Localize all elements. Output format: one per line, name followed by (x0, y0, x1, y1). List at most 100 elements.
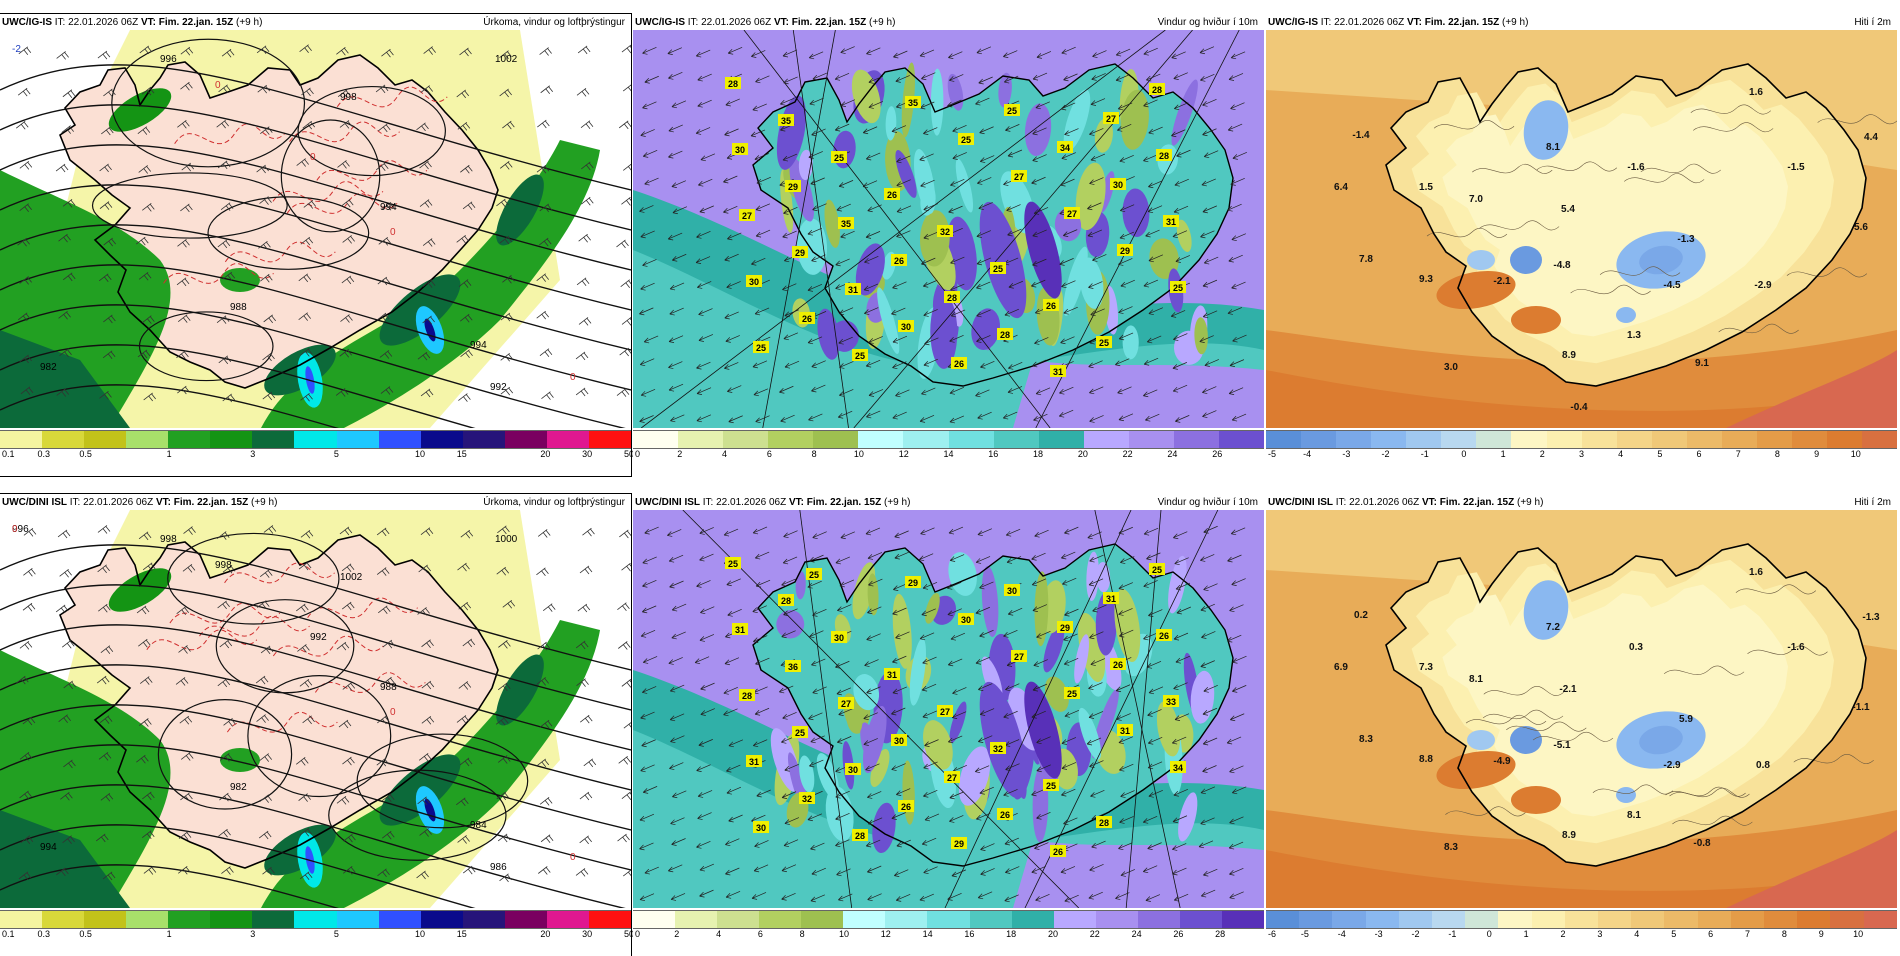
gust-label: 26 (997, 808, 1013, 820)
colorbar-segment (1862, 431, 1898, 448)
gust-label: 27 (937, 705, 953, 717)
colorbar-segment (1531, 911, 1565, 928)
colorbar-tick-label: 0.3 (37, 449, 51, 459)
colorbar-segment (717, 911, 760, 928)
issue-time: 22.01.2026 06Z (701, 17, 772, 28)
colorbar-segment (546, 911, 589, 928)
temperature-value: 1.6 (1749, 567, 1763, 578)
gust-label: 28 (1149, 83, 1165, 95)
colorbar-tick-label: 0 (1486, 929, 1492, 939)
colorbar-segment (948, 431, 994, 448)
gust-value: 26 (1046, 301, 1056, 311)
contour-label: 998 (160, 534, 177, 545)
temperature-value: 1.5 (1419, 182, 1433, 193)
gust-value: 32 (940, 227, 950, 237)
colorbar-segment (420, 911, 463, 928)
valid-time: Fim. 22.jan. 15Z (173, 497, 249, 508)
gust-value: 29 (908, 578, 918, 588)
gust-label: 25 (806, 568, 822, 580)
colorbar (0, 430, 631, 449)
colorbar-tick-label: 0.1 (2, 449, 15, 459)
issue-time: 22.01.2026 06Z (83, 497, 154, 508)
temperature-value: 7.0 (1469, 194, 1483, 205)
temperature-value: -4.8 (1553, 260, 1571, 271)
colorbar-tick-label: 5 (333, 449, 339, 459)
colorbar-segment (378, 911, 421, 928)
lead-time: (+9 h) (1502, 17, 1529, 28)
colorbar-tick-label: -3 (1374, 929, 1383, 939)
temperature-value: 4.4 (1864, 132, 1878, 143)
colorbar-tick-label: 50 (623, 929, 635, 939)
colorbar-tick-label: 4 (1618, 449, 1624, 459)
colorbar-tick-label: 8 (1781, 929, 1787, 939)
gust-value: 25 (834, 153, 844, 163)
lead-time: (+9 h) (1517, 497, 1544, 508)
issue-time-label: IT: (702, 497, 714, 508)
contour-label: 0 (390, 707, 396, 718)
gust-value: 29 (1060, 623, 1070, 633)
colorbar-tick-label: 2 (674, 929, 680, 939)
product-name: Vindur og hviður í 10m (1157, 17, 1258, 28)
colorbar-segment (0, 911, 43, 928)
lead-time: (+9 h) (251, 497, 278, 508)
colorbar-segment (885, 911, 928, 928)
gust-value: 28 (947, 293, 957, 303)
issue-time-label: IT: (69, 497, 81, 508)
colorbar-tick-label: -1 (1448, 929, 1457, 939)
temperature-value: 7.3 (1419, 662, 1433, 673)
gust-value: 27 (1014, 172, 1024, 182)
gust-label: 31 (732, 623, 748, 635)
colorbar-segment (252, 431, 295, 448)
gust-label: 32 (799, 792, 815, 804)
map-area: 1.6 -1.3 0.2 7.2 0.3 -1.6 6.9 7.3 8.1 -2.1 -1.1 5.9… (1266, 510, 1897, 908)
lead-time: (+9 h) (869, 17, 896, 28)
colorbar-segment (903, 431, 949, 448)
contour-label: 0 (570, 372, 576, 383)
colorbar-segment (843, 911, 886, 928)
colorbar-tick-label: 22 (1122, 449, 1133, 459)
colorbar-segment (1441, 431, 1477, 448)
temperature-value: -0.8 (1693, 838, 1711, 849)
valid-time-label: VT: (1421, 497, 1437, 508)
gust-label: 26 (1043, 299, 1059, 311)
gust-label: 27 (838, 697, 854, 709)
colorbar-segment (1498, 911, 1532, 928)
gust-value: 30 (848, 765, 858, 775)
gust-value: 26 (894, 256, 904, 266)
map-canvas: 1.6 -1.3 0.2 7.2 0.3 -1.6 6.9 7.3 8.1 -2.1 -1.1 5.9… (1266, 510, 1897, 908)
colorbar-tick-label: 7 (1735, 449, 1741, 459)
temperature-value: 8.1 (1546, 142, 1560, 153)
colorbar-segment (1137, 911, 1180, 928)
temperature-value: -1.4 (1352, 130, 1370, 141)
gust-value: 26 (1053, 847, 1063, 857)
gust-value: 26 (887, 190, 897, 200)
colorbar-segment (126, 431, 169, 448)
gust-label: 25 (852, 349, 868, 361)
gust-value: 28 (1099, 818, 1109, 828)
gust-value: 31 (1120, 726, 1130, 736)
temperature-value: 5.4 (1561, 204, 1575, 215)
colorbar-tick-label: 6 (1708, 929, 1714, 939)
valid-time-label: VT: (155, 497, 171, 508)
gust-label: 26 (1050, 845, 1066, 857)
issue-time: 22.01.2026 06Z (1334, 17, 1405, 28)
map-canvas: 25 28 30 31 27 32 25 28 25 31 36 27 30 27 26 26 31 26 28 25… (633, 510, 1264, 908)
gust-label: 30 (746, 275, 762, 287)
model-name: UWC/IG-IS (635, 17, 685, 28)
colorbar-segment (336, 431, 379, 448)
colorbar-segment (633, 911, 676, 928)
panel-temp-dini: UWC/DINI ISL IT: 22.01.2026 06Z VT: Fim.… (1266, 494, 1897, 956)
colorbar-segment (1756, 431, 1792, 448)
gust-value: 31 (848, 285, 858, 295)
temperature-value: -2.1 (1559, 684, 1577, 695)
colorbar-segment (1266, 911, 1300, 928)
issue-time-label: IT: (1335, 497, 1347, 508)
gust-label: 28 (778, 594, 794, 606)
gust-value: 28 (728, 79, 738, 89)
temperature-value: 1.6 (1749, 87, 1763, 98)
colorbar-tick-label: 10 (414, 929, 426, 939)
gust-value: 31 (749, 757, 759, 767)
colorbar-tick-label: 10 (1853, 929, 1864, 939)
contour-label: 1000 (495, 534, 518, 545)
gust-value: 36 (788, 662, 798, 672)
